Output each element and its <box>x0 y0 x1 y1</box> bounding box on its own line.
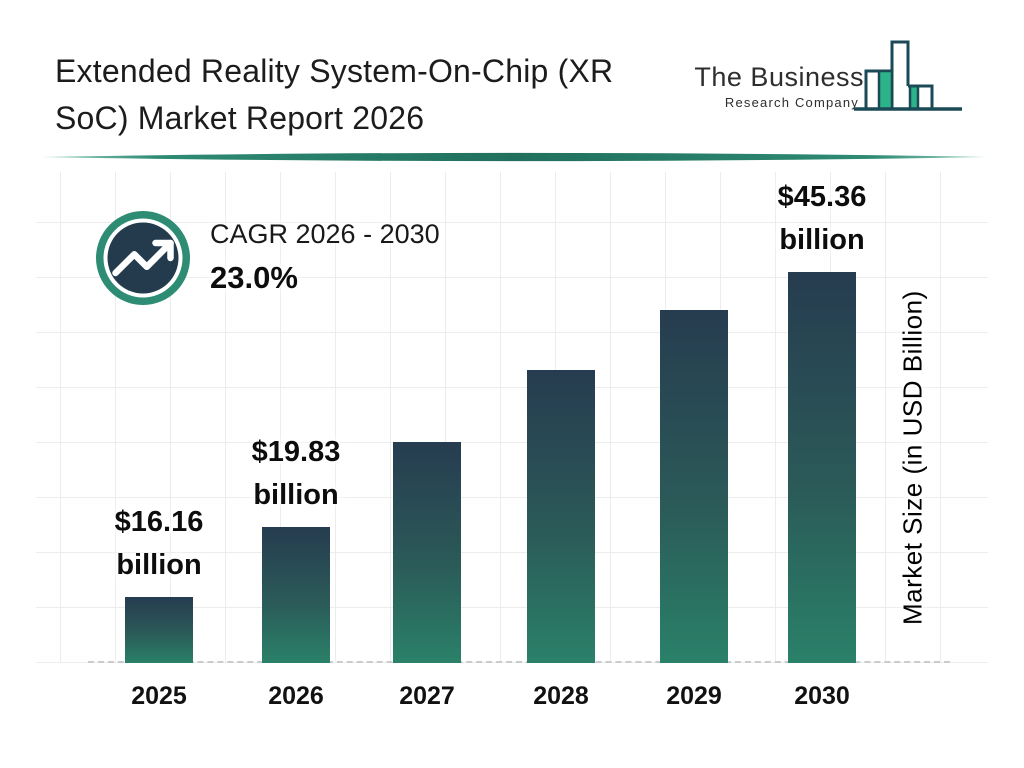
bar-value-amount: $45.36 <box>777 181 867 213</box>
x-axis-tick-label: 2025 <box>131 682 187 710</box>
bar-value-label: $19.83 billion <box>186 431 406 517</box>
page-title-line2: SoC) Market Report 2026 <box>55 100 425 136</box>
x-axis-tick-label: 2028 <box>533 682 589 710</box>
bar <box>393 442 461 663</box>
logo-company-subname: Research Company <box>724 95 859 110</box>
cagr-label: CAGR 2026 - 2030 <box>210 219 440 249</box>
x-axis-tick-label: 2030 <box>794 682 850 710</box>
bar <box>788 272 856 663</box>
x-axis-tick-label: 2027 <box>399 682 455 710</box>
bar-value-amount: $16.16 <box>114 506 204 538</box>
page-title: Extended Reality System-On-Chip (XR SoC)… <box>55 48 715 142</box>
trending-up-icon <box>96 211 190 305</box>
bar <box>660 310 728 663</box>
bar-value-unit: billion <box>779 224 865 256</box>
logo-company-name: The Business <box>694 62 864 92</box>
bar <box>527 370 595 663</box>
logo-bar-chart-icon <box>854 40 962 111</box>
x-axis-tick-label: 2029 <box>666 682 722 710</box>
bar <box>125 597 193 663</box>
bar-value-unit: billion <box>116 549 202 581</box>
cagr-value: 23.0% <box>210 260 298 295</box>
logo-text: The Business Research Company <box>692 62 864 110</box>
x-axis-baseline <box>88 661 950 663</box>
company-logo: The Business Research Company <box>692 30 982 122</box>
bar-value-unit: billion <box>253 479 339 511</box>
page-title-line1: Extended Reality System-On-Chip (XR <box>55 53 614 89</box>
y-axis-label: Market Size (in USD Billion) <box>897 290 928 626</box>
bar <box>262 527 330 663</box>
header-divider <box>42 152 987 162</box>
x-axis-tick-label: 2026 <box>268 682 324 710</box>
bar-value-amount: $19.83 <box>251 436 341 468</box>
bar-value-label: $16.16 billion <box>49 501 269 587</box>
bar-value-label: $45.36 billion <box>712 176 932 262</box>
